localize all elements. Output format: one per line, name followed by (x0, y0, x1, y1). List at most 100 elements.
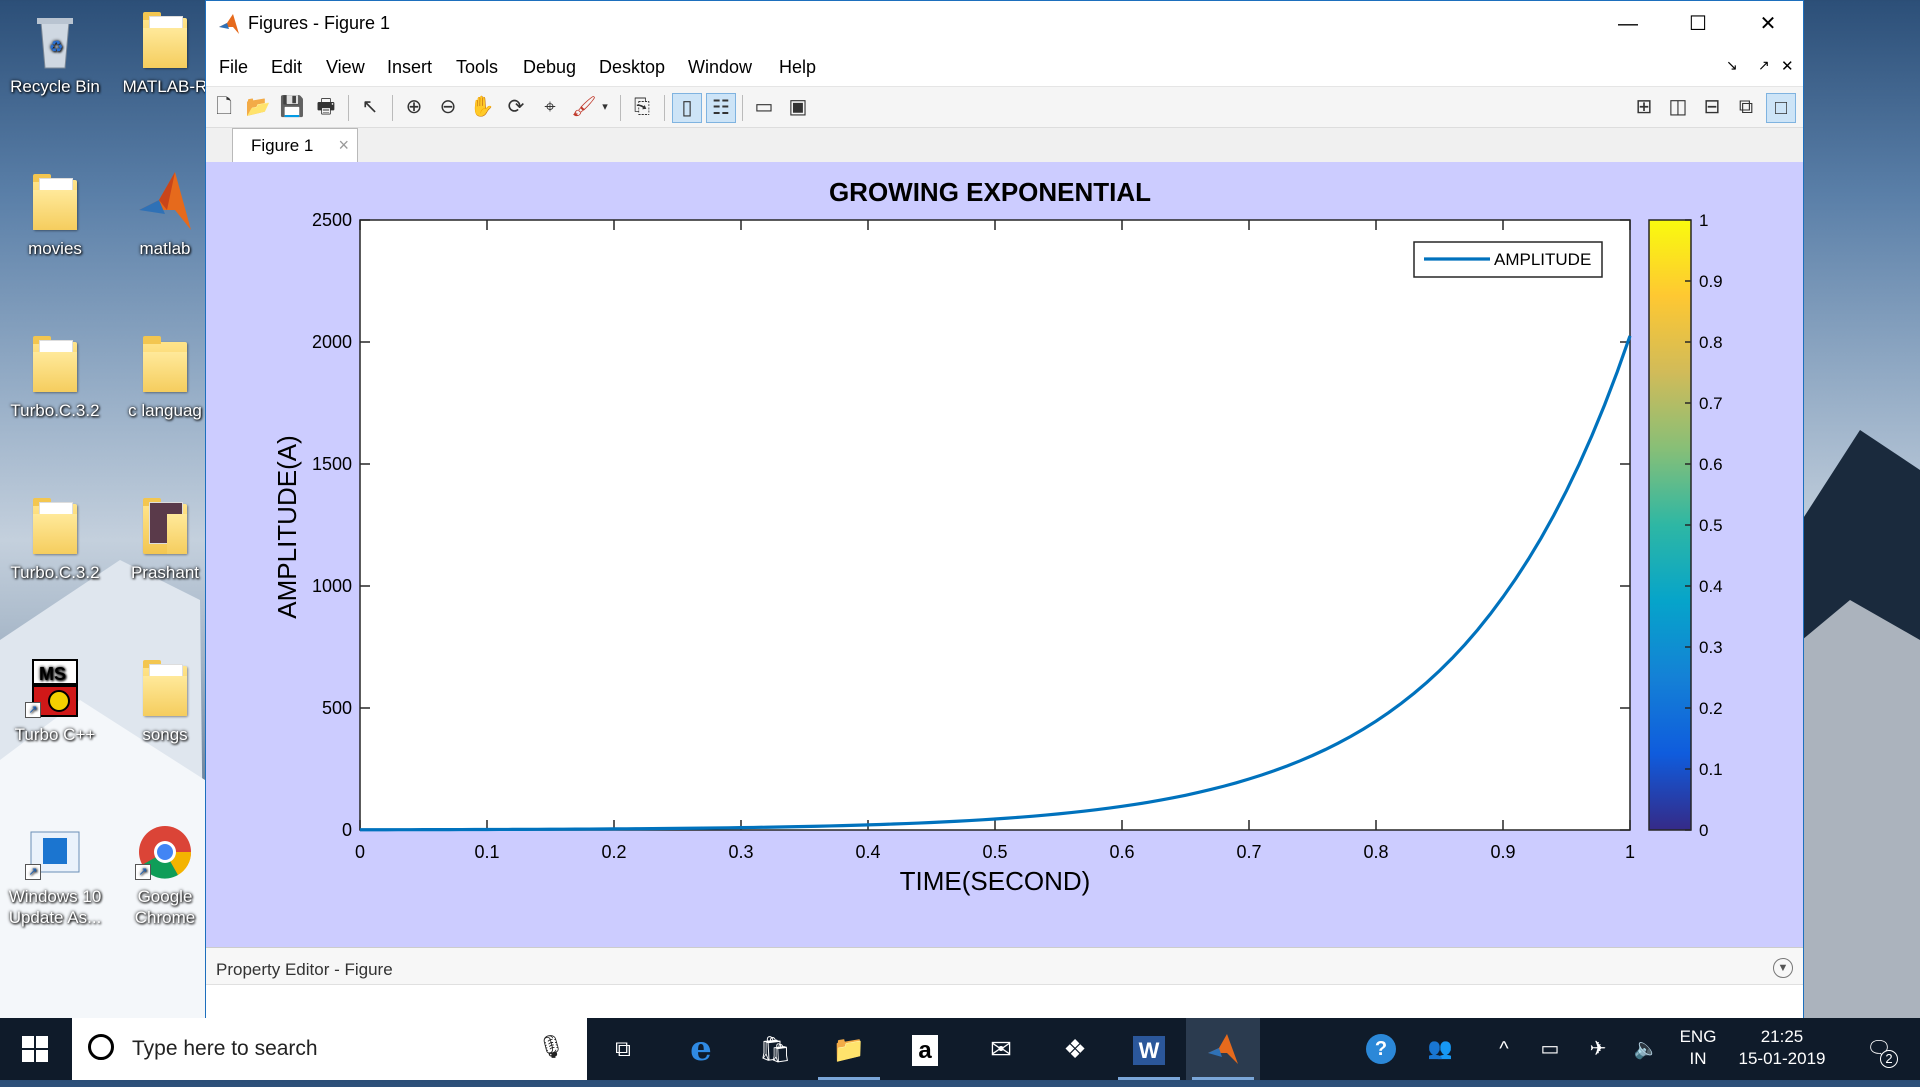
action-center-icon[interactable]: 🗨 2 (1856, 1018, 1902, 1080)
menu-file[interactable]: File (219, 57, 249, 77)
y-tick-label: 1500 (312, 454, 352, 474)
hide-plot-tools-icon[interactable]: ▭ (754, 96, 774, 118)
x-tick-label: 0.2 (601, 842, 626, 862)
minimize-button[interactable]: — (1618, 13, 1638, 35)
figures-window: Figures - Figure 1 — ☐ ✕ File Edit View … (205, 0, 1804, 1021)
save-icon[interactable]: 💾 (279, 96, 305, 118)
colorbar-tick-label: 0.4 (1699, 577, 1723, 596)
task-view-icon[interactable]: ⧉ (615, 1036, 631, 1061)
edge-icon[interactable]: e (690, 1029, 712, 1069)
desktop-icon-c-language[interactable]: c languag (110, 332, 220, 421)
menu-window[interactable]: Window (688, 57, 753, 77)
dock-icon[interactable]: ↗ (1758, 57, 1770, 73)
store-icon[interactable]: 🛍 (758, 1034, 792, 1064)
desktop-icon-matlab[interactable]: matlab (110, 170, 220, 259)
zoom-in-icon[interactable]: ⊕ (405, 96, 423, 118)
music-folder-icon (143, 660, 187, 716)
colorbar[interactable] (1648, 219, 1692, 831)
desktop-icon-matlab-r[interactable]: MATLAB-R (110, 8, 220, 97)
edit-plot-icon[interactable]: ↖ (361, 96, 379, 118)
zoom-out-icon[interactable]: ⊖ (439, 96, 457, 118)
rotate-3d-icon[interactable]: ⟳ (507, 96, 525, 118)
menu-debug[interactable]: Debug (523, 57, 577, 77)
matlab-icon (219, 14, 239, 34)
microphone-icon[interactable]: 🎙 (537, 1034, 565, 1059)
close-figure-icon[interactable]: ✕ (1781, 58, 1794, 75)
series-line-amplitude[interactable] (359, 335, 1632, 832)
expand-chevron-icon[interactable]: ▼ (1773, 958, 1793, 978)
desktop-icon-turbo-cpp[interactable]: MS ↗ Turbo C++ (0, 656, 110, 745)
tab-figure-1[interactable]: Figure 1 × (232, 128, 358, 163)
chart-title: GROWING EXPONENTIAL (829, 177, 1151, 207)
window-title: Figures - Figure 1 (248, 13, 391, 33)
colorbar-tick-label: 0.7 (1699, 394, 1723, 413)
battery-icon[interactable]: ▭ (1540, 1038, 1560, 1060)
clock[interactable]: 21:25 15-01-2019 (1724, 1026, 1840, 1070)
menu-edit[interactable]: Edit (271, 57, 303, 77)
matlab-taskbar-icon[interactable] (1186, 1018, 1260, 1080)
legend-icon[interactable]: ☷ (706, 93, 736, 123)
undock-icon[interactable]: ↘ (1726, 57, 1738, 73)
pan-icon[interactable]: ✋ (469, 96, 495, 118)
desktop-icon-songs[interactable]: songs (110, 656, 220, 745)
menu-tools[interactable]: Tools (456, 57, 499, 77)
open-file-icon[interactable]: 📂 (245, 96, 271, 118)
maximize-layout-icon[interactable]: □ (1766, 93, 1796, 123)
tile-grid-icon[interactable]: ⊞ (1635, 96, 1653, 118)
chrome-icon (139, 826, 192, 879)
file-explorer-icon[interactable]: 📁 (812, 1018, 886, 1080)
chevron-down-icon[interactable]: ▾ (602, 101, 608, 113)
mail-icon[interactable]: ✉ (990, 1034, 1012, 1064)
windows-icon (22, 1036, 48, 1062)
figure-canvas[interactable]: GROWING EXPONENTIAL 0 0.1 0.2 0.3 0.4 0.5 0.6 0… (206, 162, 1803, 947)
help-icon[interactable]: ? (1360, 1018, 1402, 1080)
word-icon[interactable]: W (1112, 1018, 1186, 1080)
svg-text:MS: MS (39, 664, 66, 684)
plot-svg: GROWING EXPONENTIAL 0 0.1 0.2 0.3 0.4 0.5 0.6 0… (272, 177, 1723, 896)
volume-icon[interactable]: 🔈 (1633, 1038, 1659, 1060)
start-button[interactable] (0, 1018, 70, 1080)
float-icon[interactable]: ⧉ (1738, 96, 1754, 118)
desktop-icon-prashant[interactable]: Prashant (110, 494, 220, 583)
amazon-icon[interactable]: a (888, 1018, 962, 1080)
tile-rows-icon[interactable]: ⊟ (1703, 96, 1721, 118)
maximize-button[interactable]: ☐ (1689, 13, 1707, 35)
close-tab-icon[interactable]: × (338, 135, 349, 155)
chevron-up-icon[interactable]: ^ (1499, 1038, 1509, 1060)
y-tick-label: 2000 (312, 332, 352, 352)
legend[interactable]: AMPLITUDE (1413, 241, 1603, 278)
desktop-icon-windows-update[interactable]: ↗ Windows 10 Update As... (0, 818, 110, 928)
zip-folder-icon (33, 336, 77, 392)
language-indicator[interactable]: ENG IN (1676, 1026, 1720, 1070)
title-bar[interactable]: Figures - Figure 1 — ☐ ✕ (206, 1, 1803, 48)
toolbar-separator (392, 95, 393, 121)
colorbar-tick-label: 0.5 (1699, 516, 1723, 535)
desktop-icon-turbo-c-folder[interactable]: Turbo.C.3.2 (0, 494, 110, 583)
shortcut-arrow-icon: ↗ (25, 864, 41, 880)
search-placeholder: Type here to search (132, 1037, 318, 1060)
dropbox-icon[interactable]: ❖ (1063, 1034, 1087, 1064)
desktop-icon-recycle-bin[interactable]: ♻ Recycle Bin (0, 8, 110, 97)
data-cursor-icon[interactable]: ⌖ (544, 96, 556, 118)
axes-box[interactable] (359, 219, 1631, 831)
desktop-icon-turbo-c-zip[interactable]: Turbo.C.3.2 (0, 332, 110, 421)
menu-view[interactable]: View (326, 57, 365, 77)
menu-insert[interactable]: Insert (387, 57, 433, 77)
people-icon[interactable]: 👥 (1427, 1038, 1453, 1060)
y-tick-label: 0 (342, 820, 352, 840)
menu-desktop[interactable]: Desktop (599, 57, 666, 77)
taskbar: Type here to search 🎙 ⧉ e 🛍 📁 a ✉ ❖ W ? … (0, 1018, 1920, 1080)
desktop-icon-google-chrome[interactable]: ↗ Google Chrome (110, 818, 220, 928)
colorbar-icon[interactable]: ▯ (672, 93, 702, 123)
taskbar-search[interactable]: Type here to search 🎙 (72, 1018, 587, 1080)
brush-icon[interactable]: 🖌 (571, 96, 597, 118)
airplane-mode-icon[interactable]: ✈ (1589, 1038, 1607, 1060)
menu-help[interactable]: Help (779, 57, 817, 77)
desktop-icon-movies[interactable]: movies (0, 170, 110, 259)
print-icon[interactable]: 🖶 (316, 96, 336, 118)
link-plot-icon[interactable]: ⎘ (634, 96, 650, 118)
close-button[interactable]: ✕ (1759, 13, 1777, 35)
tile-columns-icon[interactable]: ◫ (1668, 96, 1688, 118)
show-plot-tools-icon[interactable]: ▣ (788, 96, 808, 118)
new-figure-icon[interactable]: 🗋 (215, 96, 233, 118)
